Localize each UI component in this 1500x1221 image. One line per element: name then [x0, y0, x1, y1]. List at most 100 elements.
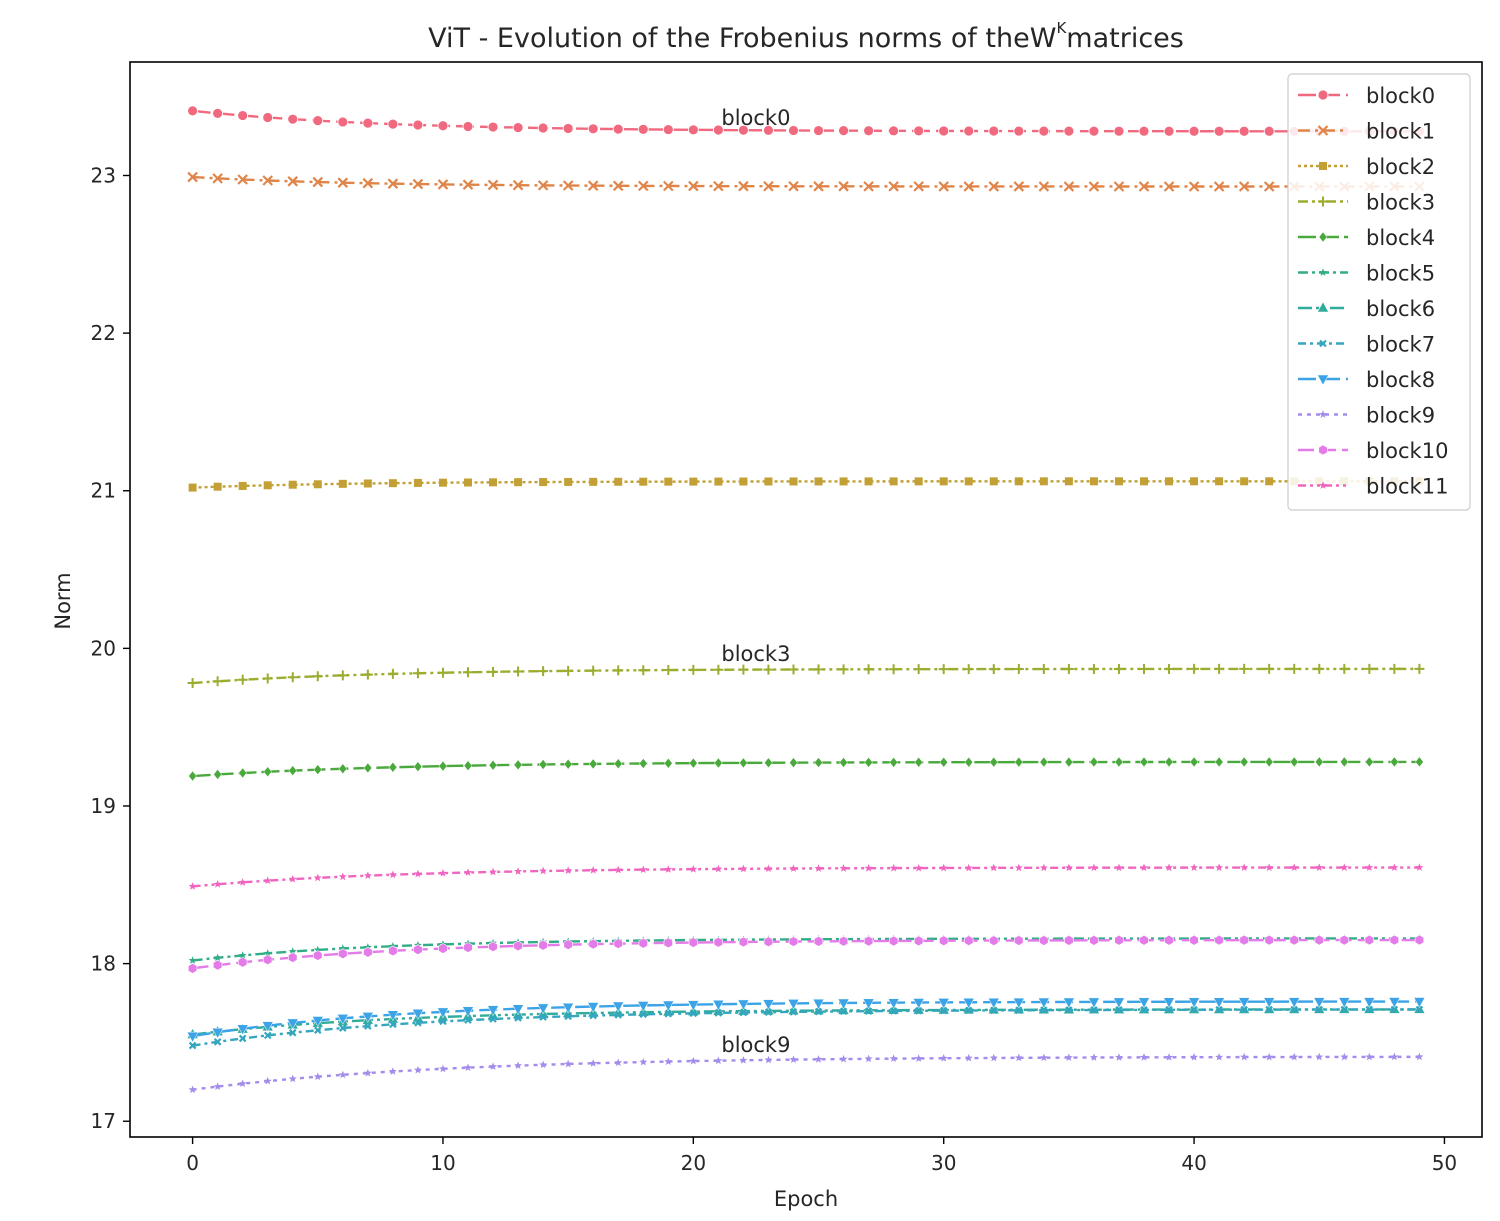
data-point-block2-42 [1240, 477, 1249, 486]
data-point-block11-7 [363, 871, 372, 880]
data-point-block11-25 [814, 864, 823, 872]
data-point-block9-35 [1064, 1053, 1073, 1062]
data-point-block9-31 [964, 1053, 973, 1062]
data-point-block11-28 [889, 863, 898, 872]
data-point-block3-26 [838, 664, 849, 675]
data-point-block4-26 [839, 757, 848, 768]
data-point-block4-11 [463, 760, 473, 772]
data-point-block10-16 [588, 938, 598, 950]
data-point-block8-34 [1037, 997, 1050, 1009]
data-point-block4-15 [563, 758, 573, 770]
data-point-block9-47 [1365, 1052, 1374, 1061]
data-point-block0-24 [788, 125, 799, 136]
data-point-block1-23 [763, 180, 774, 192]
data-point-block4-19 [663, 757, 673, 769]
data-point-block5-0 [188, 956, 197, 964]
data-point-block3-10 [437, 667, 448, 678]
data-point-block0-5 [312, 115, 324, 127]
data-point-block2-14 [539, 478, 548, 487]
data-point-block9-20 [689, 1056, 698, 1065]
series-block4 [188, 756, 1424, 782]
data-point-block9-27 [864, 1054, 873, 1063]
data-point-block7-23 [764, 1008, 773, 1016]
data-point-block7-34 [1040, 1006, 1048, 1014]
data-point-block7-6 [339, 1024, 347, 1032]
data-point-block7-45 [1315, 1005, 1324, 1014]
data-point-block0-43 [1263, 125, 1275, 137]
data-point-block4-6 [338, 763, 348, 775]
data-point-block11-18 [639, 865, 648, 874]
data-point-block0-4 [287, 113, 299, 125]
legend-item-block3: block3 [1298, 191, 1435, 215]
data-point-block7-40 [1190, 1005, 1198, 1014]
data-point-block0-36 [1088, 125, 1100, 137]
data-point-block1-28 [888, 181, 899, 192]
data-point-block4-10 [438, 760, 448, 772]
data-point-block3-28 [888, 664, 899, 675]
data-point-block7-36 [1090, 1006, 1098, 1014]
data-point-block2-25 [814, 477, 823, 486]
data-point-block2-37 [1114, 477, 1123, 486]
data-point-block1-33 [1013, 181, 1025, 192]
data-point-block2-4 [288, 480, 297, 489]
data-point-block4-30 [939, 756, 949, 768]
y-tick-label: 21 [91, 479, 116, 503]
data-point-block10-5 [313, 950, 323, 961]
data-point-block10-1 [213, 959, 223, 971]
data-point-block0-32 [988, 125, 1000, 137]
data-point-block3-48 [1389, 663, 1400, 674]
plot-background [130, 62, 1482, 1137]
data-point-block8-16 [587, 1002, 600, 1014]
data-point-block3-19 [663, 665, 674, 676]
data-point-block5-1 [213, 953, 222, 962]
data-point-block1-15 [562, 180, 574, 191]
data-point-block2-27 [864, 477, 873, 486]
data-point-block4-40 [1189, 756, 1199, 768]
data-point-block10-20 [688, 937, 698, 948]
data-point-block2-10 [438, 478, 447, 487]
data-point-block7-43 [1265, 1005, 1273, 1014]
data-point-block3-35 [1063, 664, 1074, 675]
data-point-block1-34 [1038, 181, 1050, 192]
data-point-block1-12 [487, 179, 499, 191]
data-point-block9-23 [764, 1055, 773, 1064]
data-point-block10-43 [1264, 934, 1274, 946]
data-point-block11-44 [1290, 863, 1299, 871]
series-line-block7 [192, 1008, 1420, 1047]
data-point-block1-8 [387, 178, 399, 189]
data-point-block8-38 [1138, 997, 1150, 1009]
data-point-block8-1 [211, 1027, 224, 1039]
data-point-block1-38 [1138, 181, 1150, 192]
data-point-block2-36 [1089, 477, 1098, 486]
legend-swatch-marker [1317, 89, 1329, 101]
data-point-block9-37 [1114, 1053, 1123, 1061]
legend-item-block8: block8 [1298, 368, 1435, 392]
data-point-block1-43 [1263, 181, 1275, 192]
data-point-block2-20 [689, 477, 698, 486]
data-point-block0-20 [687, 124, 699, 136]
data-point-block4-29 [914, 756, 923, 768]
data-point-block0-11 [462, 121, 474, 132]
data-point-block7-1 [213, 1038, 222, 1046]
data-point-block11-6 [338, 872, 347, 881]
data-point-block8-31 [962, 998, 975, 1009]
data-point-block9-1 [213, 1082, 222, 1090]
data-point-block3-2 [237, 674, 248, 685]
data-point-block4-3 [263, 766, 273, 778]
data-point-block8-48 [1388, 997, 1401, 1009]
data-point-block2-35 [1064, 477, 1073, 486]
data-point-block8-21 [712, 999, 725, 1011]
data-point-block10-13 [513, 940, 523, 952]
data-point-block1-11 [462, 179, 474, 190]
data-point-block3-6 [337, 670, 348, 681]
data-point-block10-33 [1014, 935, 1024, 946]
data-point-block11-22 [739, 864, 748, 873]
data-point-block7-5 [314, 1026, 322, 1035]
data-point-block4-34 [1039, 756, 1049, 768]
data-point-block4-46 [1339, 756, 1349, 768]
legend-swatch-marker [1317, 301, 1329, 313]
series-line-block2 [192, 480, 1420, 489]
data-point-block10-40 [1189, 934, 1199, 946]
legend-label: block3 [1366, 191, 1435, 215]
data-point-block9-16 [589, 1059, 598, 1067]
